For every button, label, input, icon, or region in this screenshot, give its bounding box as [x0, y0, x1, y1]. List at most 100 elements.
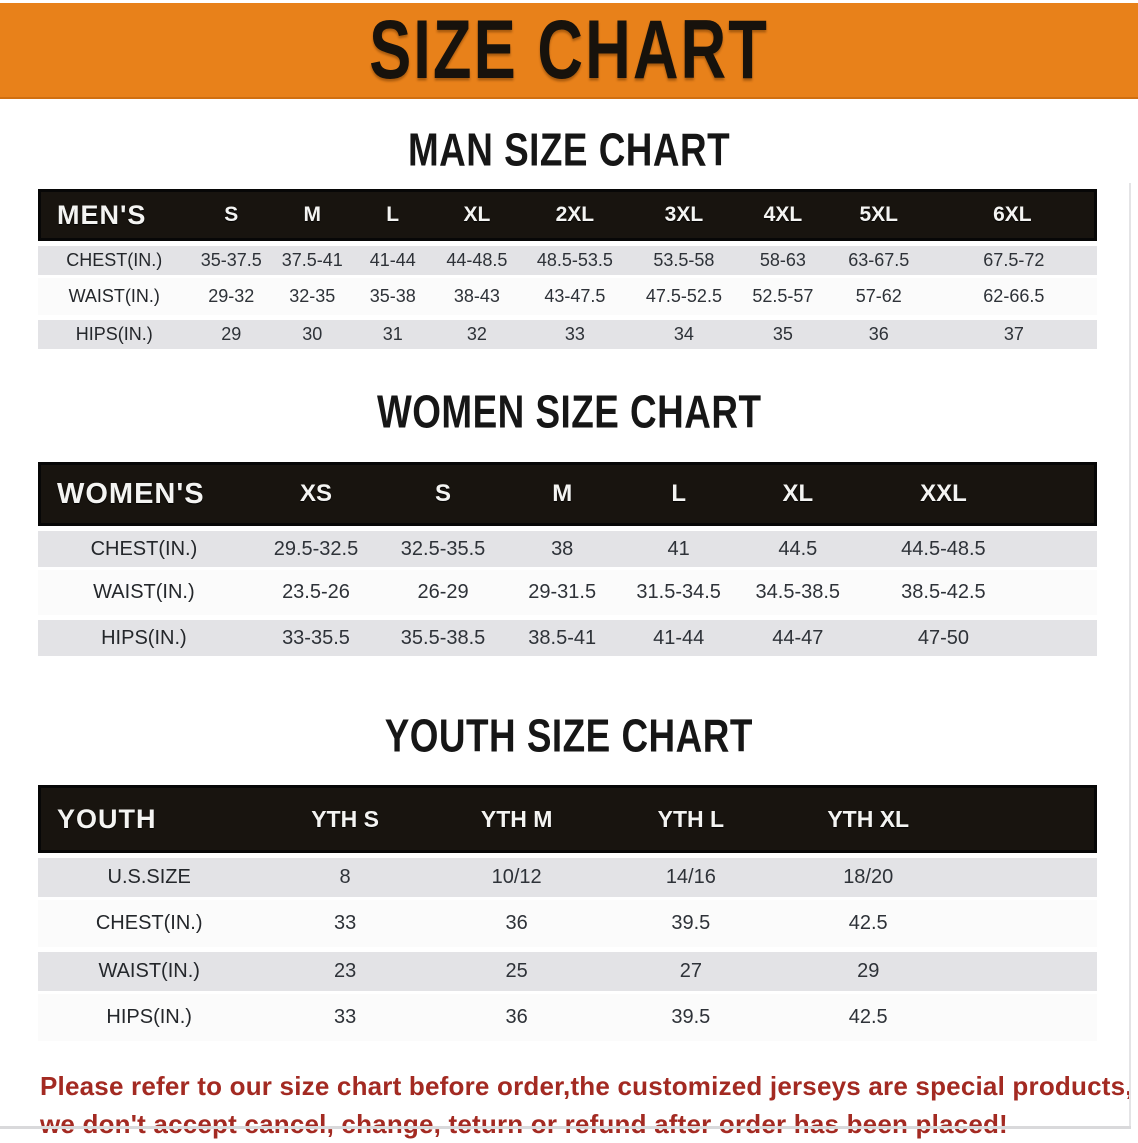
- men-section-heading-text: MAN SIZE CHART: [407, 125, 731, 177]
- value-cell: 36: [826, 315, 931, 352]
- value-cell: 41-44: [620, 615, 737, 659]
- value-cell: 31.5-34.5: [620, 570, 737, 615]
- value-cell: 29.5-32.5: [249, 526, 383, 570]
- disclaimer-line-2: we don't accept cancel, change, teturn o…: [40, 1109, 1008, 1139]
- value-cell: 29-32: [190, 278, 273, 315]
- value-cell: 37: [930, 315, 1097, 352]
- size-col-header: YTH XL: [778, 785, 959, 853]
- row-label: WAIST(IN.): [38, 947, 261, 994]
- value-cell: 38.5-42.5: [858, 570, 1029, 615]
- spacer-cell: [958, 853, 1097, 900]
- value-cell: 33: [260, 994, 430, 1041]
- value-cell: 42.5: [778, 900, 959, 947]
- size-col-header: XXL: [858, 462, 1029, 526]
- value-cell: 18/20: [778, 853, 959, 900]
- women-waist-row: WAIST(IN.) 23.5-26 26-29 29-31.5 31.5-34…: [38, 570, 1097, 615]
- value-cell: 29: [778, 947, 959, 994]
- page-edge-bottom: [0, 1126, 1131, 1129]
- value-cell: 67.5-72: [930, 241, 1097, 278]
- value-cell: 44.5-48.5: [858, 526, 1029, 570]
- spacer-cell: [1028, 615, 1097, 659]
- spacer-cell: [1028, 526, 1097, 570]
- men-hips-row: HIPS(IN.) 29 30 31 32 33 34 35 36 37: [38, 315, 1097, 352]
- size-col-header: 6XL: [930, 189, 1097, 241]
- youth-section-heading-text: YOUTH SIZE CHART: [384, 711, 754, 763]
- youth-size-table: YOUTH YTH S YTH M YTH L YTH XL U.S.SIZE …: [38, 785, 1097, 1041]
- value-cell: 23: [260, 947, 430, 994]
- row-label: HIPS(IN.): [38, 315, 191, 352]
- size-col-header: 5XL: [826, 189, 931, 241]
- row-label: U.S.SIZE: [38, 853, 261, 900]
- value-cell: 42.5: [778, 994, 959, 1041]
- page-edge-right: [1129, 183, 1131, 1129]
- youth-table-label: YOUTH: [38, 785, 261, 853]
- size-col-header: YTH S: [260, 785, 430, 853]
- spacer-cell: [958, 994, 1097, 1041]
- value-cell: 47.5-52.5: [628, 278, 739, 315]
- men-size-table: MEN'S S M L XL 2XL 3XL 4XL 5XL 6XL CHEST…: [38, 189, 1097, 352]
- banner-title: SIZE CHART: [369, 3, 769, 97]
- youth-ussize-row: U.S.SIZE 8 10/12 14/16 18/20: [38, 853, 1097, 900]
- value-cell: 58-63: [738, 241, 827, 278]
- value-cell: 8: [260, 853, 430, 900]
- men-table-label: MEN'S: [38, 189, 191, 241]
- value-cell: 52.5-57: [738, 278, 827, 315]
- youth-hips-row: HIPS(IN.) 33 36 39.5 42.5: [38, 994, 1097, 1041]
- size-col-header: 3XL: [628, 189, 739, 241]
- value-cell: 35-38: [352, 278, 433, 315]
- youth-waist-row: WAIST(IN.) 23 25 27 29: [38, 947, 1097, 994]
- value-cell: 62-66.5: [930, 278, 1097, 315]
- value-cell: 26-29: [382, 570, 504, 615]
- men-chest-row: CHEST(IN.) 35-37.5 37.5-41 41-44 44-48.5…: [38, 241, 1097, 278]
- spacer-cell: [958, 785, 1097, 853]
- value-cell: 25: [429, 947, 604, 994]
- value-cell: 34: [628, 315, 739, 352]
- value-cell: 43-47.5: [520, 278, 629, 315]
- women-hips-row: HIPS(IN.) 33-35.5 35.5-38.5 38.5-41 41-4…: [38, 615, 1097, 659]
- size-col-header: XL: [736, 462, 859, 526]
- disclaimer-line-1: Please refer to our size chart before or…: [40, 1071, 1133, 1101]
- value-cell: 37.5-41: [272, 241, 353, 278]
- women-table-label: WOMEN'S: [38, 462, 250, 526]
- value-cell: 29-31.5: [503, 570, 621, 615]
- size-col-header: L: [620, 462, 737, 526]
- value-cell: 35.5-38.5: [382, 615, 504, 659]
- size-col-header: YTH M: [429, 785, 604, 853]
- men-section-heading: MAN SIZE CHART: [0, 125, 1138, 176]
- value-cell: 32: [432, 315, 521, 352]
- value-cell: 29: [190, 315, 273, 352]
- size-col-header: M: [272, 189, 353, 241]
- spacer-cell: [1028, 570, 1097, 615]
- value-cell: 39.5: [603, 994, 779, 1041]
- value-cell: 63-67.5: [826, 241, 931, 278]
- women-chest-row: CHEST(IN.) 29.5-32.5 32.5-35.5 38 41 44.…: [38, 526, 1097, 570]
- value-cell: 36: [429, 900, 604, 947]
- value-cell: 10/12: [429, 853, 604, 900]
- value-cell: 44.5: [736, 526, 859, 570]
- value-cell: 38.5-41: [503, 615, 621, 659]
- value-cell: 31: [352, 315, 433, 352]
- value-cell: 44-48.5: [432, 241, 521, 278]
- women-header-row: WOMEN'S XS S M L XL XXL: [38, 462, 1097, 526]
- row-label: HIPS(IN.): [38, 994, 261, 1041]
- women-size-table: WOMEN'S XS S M L XL XXL CHEST(IN.) 29.5-…: [38, 462, 1097, 659]
- size-col-header: 4XL: [738, 189, 827, 241]
- value-cell: 27: [603, 947, 779, 994]
- youth-section-heading: YOUTH SIZE CHART: [0, 711, 1138, 762]
- size-col-header: YTH L: [603, 785, 779, 853]
- youth-chest-row: CHEST(IN.) 33 36 39.5 42.5: [38, 900, 1097, 947]
- men-header-row: MEN'S S M L XL 2XL 3XL 4XL 5XL 6XL: [38, 189, 1097, 241]
- row-label: HIPS(IN.): [38, 615, 250, 659]
- spacer-cell: [1028, 462, 1097, 526]
- size-chart-page: SIZE CHART MAN SIZE CHART MEN'S S M L XL…: [0, 3, 1138, 1139]
- youth-header-row: YOUTH YTH S YTH M YTH L YTH XL: [38, 785, 1097, 853]
- value-cell: 33: [260, 900, 430, 947]
- women-section-heading-text: WOMEN SIZE CHART: [376, 387, 762, 439]
- row-label: CHEST(IN.): [38, 241, 191, 278]
- size-col-header: M: [503, 462, 621, 526]
- value-cell: 48.5-53.5: [520, 241, 629, 278]
- value-cell: 57-62: [826, 278, 931, 315]
- value-cell: 38: [503, 526, 621, 570]
- men-waist-row: WAIST(IN.) 29-32 32-35 35-38 38-43 43-47…: [38, 278, 1097, 315]
- size-col-header: 2XL: [520, 189, 629, 241]
